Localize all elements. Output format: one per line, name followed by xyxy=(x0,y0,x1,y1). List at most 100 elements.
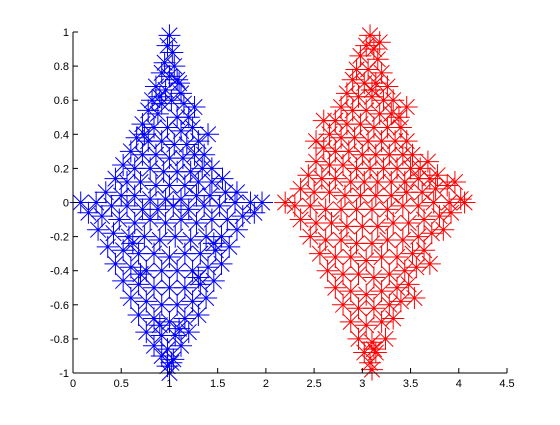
data-point xyxy=(189,242,212,265)
data-point xyxy=(170,334,193,357)
data-point xyxy=(110,184,133,207)
data-point xyxy=(405,256,428,279)
data-point xyxy=(355,283,378,306)
data-point xyxy=(347,263,370,286)
data-point xyxy=(251,191,274,214)
data-point xyxy=(360,232,383,255)
data-point xyxy=(418,167,441,190)
data-point xyxy=(362,297,385,320)
data-point xyxy=(197,256,220,279)
data-point xyxy=(382,307,405,330)
data-point xyxy=(359,24,382,47)
data-point xyxy=(391,194,414,217)
data-point xyxy=(90,205,113,228)
data-point xyxy=(125,126,148,149)
data-point xyxy=(318,181,341,204)
data-point xyxy=(148,229,171,252)
y-tick-label: 0 xyxy=(63,198,69,210)
data-point xyxy=(389,116,412,139)
y-tick-label: 0.8 xyxy=(54,61,69,73)
data-point xyxy=(355,34,378,57)
data-point xyxy=(345,58,368,81)
data-point xyxy=(347,85,370,108)
data-point xyxy=(154,211,177,234)
data-point xyxy=(160,351,183,374)
data-point xyxy=(362,116,385,139)
y-tick-label: 0.4 xyxy=(54,129,69,141)
data-point xyxy=(166,68,189,91)
data-point xyxy=(324,140,347,163)
data-point xyxy=(102,222,125,245)
data-point xyxy=(312,109,335,132)
data-point xyxy=(158,24,181,47)
data-point xyxy=(308,242,331,265)
data-point xyxy=(158,147,181,170)
data-point xyxy=(341,99,364,122)
data-point xyxy=(179,229,202,252)
data-point xyxy=(123,184,146,207)
data-point xyxy=(386,276,409,299)
data-point xyxy=(202,269,225,292)
data-point xyxy=(146,198,169,221)
data-point xyxy=(324,109,347,132)
data-point xyxy=(116,194,139,217)
data-point xyxy=(432,218,455,241)
data-point xyxy=(202,232,225,255)
data-point xyxy=(143,242,166,265)
data-point xyxy=(150,130,173,153)
data-point xyxy=(139,157,162,180)
data-point xyxy=(353,72,376,95)
data-point xyxy=(156,34,179,57)
data-point xyxy=(349,184,372,207)
data-point xyxy=(299,194,322,217)
data-point xyxy=(422,191,445,214)
data-point xyxy=(438,191,461,214)
y-tick-label: 0.6 xyxy=(54,95,69,107)
data-point xyxy=(376,75,399,98)
data-point xyxy=(129,171,152,194)
data-point xyxy=(424,177,447,200)
data-point xyxy=(117,225,140,248)
data-point xyxy=(170,119,193,142)
data-point xyxy=(173,174,196,197)
data-point xyxy=(166,259,189,282)
data-point xyxy=(411,181,434,204)
data-point xyxy=(158,174,181,197)
data-point xyxy=(123,157,146,180)
data-point xyxy=(135,290,158,313)
data-point xyxy=(376,116,399,139)
data-point xyxy=(335,215,358,238)
data-point xyxy=(193,143,216,166)
data-point xyxy=(119,256,142,279)
data-point xyxy=(357,58,380,81)
data-point xyxy=(364,72,387,95)
data-point xyxy=(119,286,142,309)
data-point xyxy=(164,324,187,347)
data-point xyxy=(332,263,355,286)
data-point xyxy=(197,123,220,146)
data-point xyxy=(187,266,210,289)
data-point xyxy=(332,153,355,176)
data-point xyxy=(314,229,337,252)
data-point xyxy=(168,72,191,95)
data-point xyxy=(161,41,184,64)
data-point xyxy=(320,211,343,234)
data-point xyxy=(127,242,150,265)
data-point xyxy=(303,181,326,204)
data-point xyxy=(158,246,181,269)
data-point xyxy=(362,338,385,361)
data-point xyxy=(231,205,254,228)
data-point xyxy=(347,327,370,350)
data-point xyxy=(135,259,158,282)
data-point xyxy=(395,96,418,119)
data-point xyxy=(333,184,356,207)
data-point xyxy=(172,92,195,115)
data-point xyxy=(150,92,173,115)
data-point xyxy=(409,157,432,180)
data-point xyxy=(378,293,401,316)
data-point xyxy=(116,171,139,194)
data-point xyxy=(362,266,385,289)
x-tick-label: 1.5 xyxy=(210,378,225,390)
